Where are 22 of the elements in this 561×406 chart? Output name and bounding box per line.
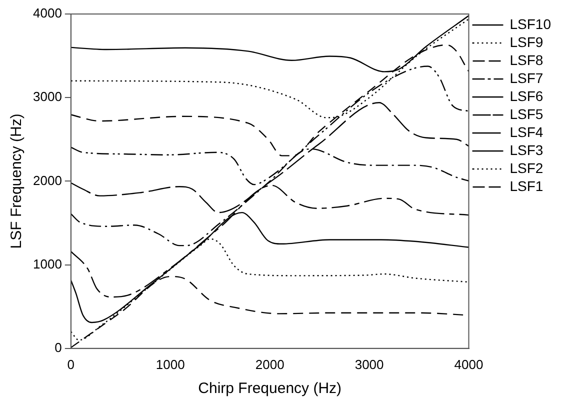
- y-tick-label: 0: [54, 340, 62, 355]
- legend-label: LSF9: [510, 34, 544, 50]
- legend-label: LSF8: [510, 52, 544, 68]
- y-tick-label: 3000: [33, 89, 62, 104]
- legend-label: LSF2: [510, 160, 544, 176]
- x-axis-title: Chirp Frequency (Hz): [198, 380, 342, 398]
- x-tick-label: 3000: [354, 356, 384, 372]
- legend-label: LSF3: [510, 142, 544, 158]
- legend-label: LSF4: [510, 124, 544, 140]
- legend-label: LSF6: [510, 88, 544, 104]
- legend-label: LSF1: [510, 178, 544, 194]
- y-tick-label: 4000: [33, 6, 62, 21]
- x-tick-label: 4000: [454, 356, 484, 372]
- legend-label: LSF7: [510, 70, 544, 86]
- legend-label: LSF10: [510, 16, 552, 32]
- y-tick-label: 2000: [33, 172, 62, 188]
- x-tick-label: 0: [67, 356, 75, 372]
- y-tick-label: 1000: [33, 256, 62, 272]
- x-tick-label: 1000: [156, 356, 185, 372]
- y-axis-title: LSF Frequency (Hz): [8, 114, 26, 249]
- legend-label: LSF5: [510, 106, 544, 122]
- x-tick-label: 2000: [255, 356, 284, 372]
